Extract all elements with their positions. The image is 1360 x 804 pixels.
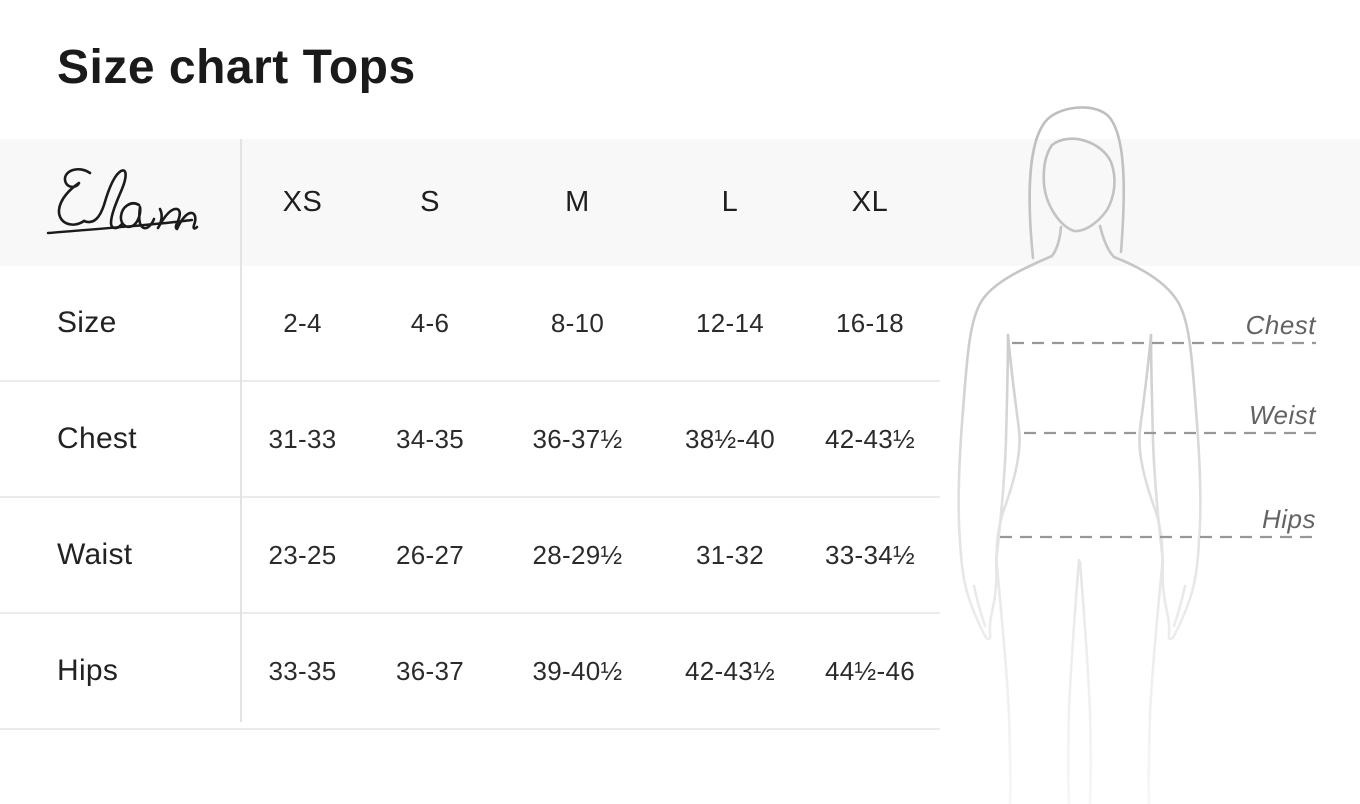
size-xs: 2-4 <box>283 307 322 338</box>
row-label-waist: Waist <box>57 538 133 571</box>
chest-m: 36-37½ <box>532 423 623 454</box>
size-column-header-l: L <box>721 186 739 218</box>
figure-label-hips: Hips <box>1262 504 1316 534</box>
chest-xl: 42-43½ <box>825 423 915 454</box>
brand-logo-elan-icon <box>46 167 199 234</box>
waist-m: 28-29½ <box>532 539 623 570</box>
row-label-size: Size <box>57 306 117 339</box>
figure-label-chest: Chest <box>1246 310 1318 340</box>
table-row-waist: Waist 23-25 26-27 28-29½ 31-32 33-34½ <box>0 498 940 614</box>
size-l: 12-14 <box>696 307 764 338</box>
size-table: XS S M L XL Size 2-4 4-6 8-10 12-14 16-1… <box>0 139 940 730</box>
row-label-hips: Hips <box>57 654 119 687</box>
waist-xl: 33-34½ <box>825 539 915 570</box>
hips-m: 39-40½ <box>532 655 623 686</box>
chest-l: 38½-40 <box>685 423 775 454</box>
table-row-size: Size 2-4 4-6 8-10 12-14 16-18 <box>0 266 940 382</box>
chest-xs: 31-33 <box>268 423 337 454</box>
waist-xs: 23-25 <box>268 539 337 570</box>
size-column-header-m: M <box>565 186 590 218</box>
brand-logo-cell <box>0 163 240 243</box>
table-header-row: XS S M L XL <box>0 139 940 266</box>
chest-s: 34-35 <box>396 423 464 454</box>
measurement-figure: Chest Weist Hips <box>940 100 1360 804</box>
row-label-chest: Chest <box>57 422 137 455</box>
hips-xl: 44½-46 <box>825 655 915 686</box>
female-silhouette-icon: Chest Weist Hips <box>957 106 1318 804</box>
table-row-chest: Chest 31-33 34-35 36-37½ 38½-40 42-43½ <box>0 382 940 498</box>
hips-xs: 33-35 <box>268 655 337 686</box>
size-s: 4-6 <box>410 307 450 338</box>
size-column-header-xl: XL <box>851 186 889 218</box>
table-header-band <box>0 139 1360 266</box>
waist-s: 26-27 <box>396 539 464 570</box>
waist-l: 31-32 <box>696 539 764 570</box>
size-xl: 16-18 <box>836 307 904 338</box>
hips-s: 36-37 <box>396 655 464 686</box>
size-column-header-xs: XS <box>282 186 323 218</box>
hips-l: 42-43½ <box>685 655 775 686</box>
table-vertical-divider <box>240 139 242 722</box>
table-row-hips: Hips 33-35 36-37 39-40½ 42-43½ 44½-46 <box>0 614 940 730</box>
figure-label-waist: Weist <box>1249 400 1317 430</box>
page-title: Size chart Tops <box>57 41 416 94</box>
size-m: 8-10 <box>550 307 605 338</box>
size-column-header-s: S <box>420 186 440 218</box>
